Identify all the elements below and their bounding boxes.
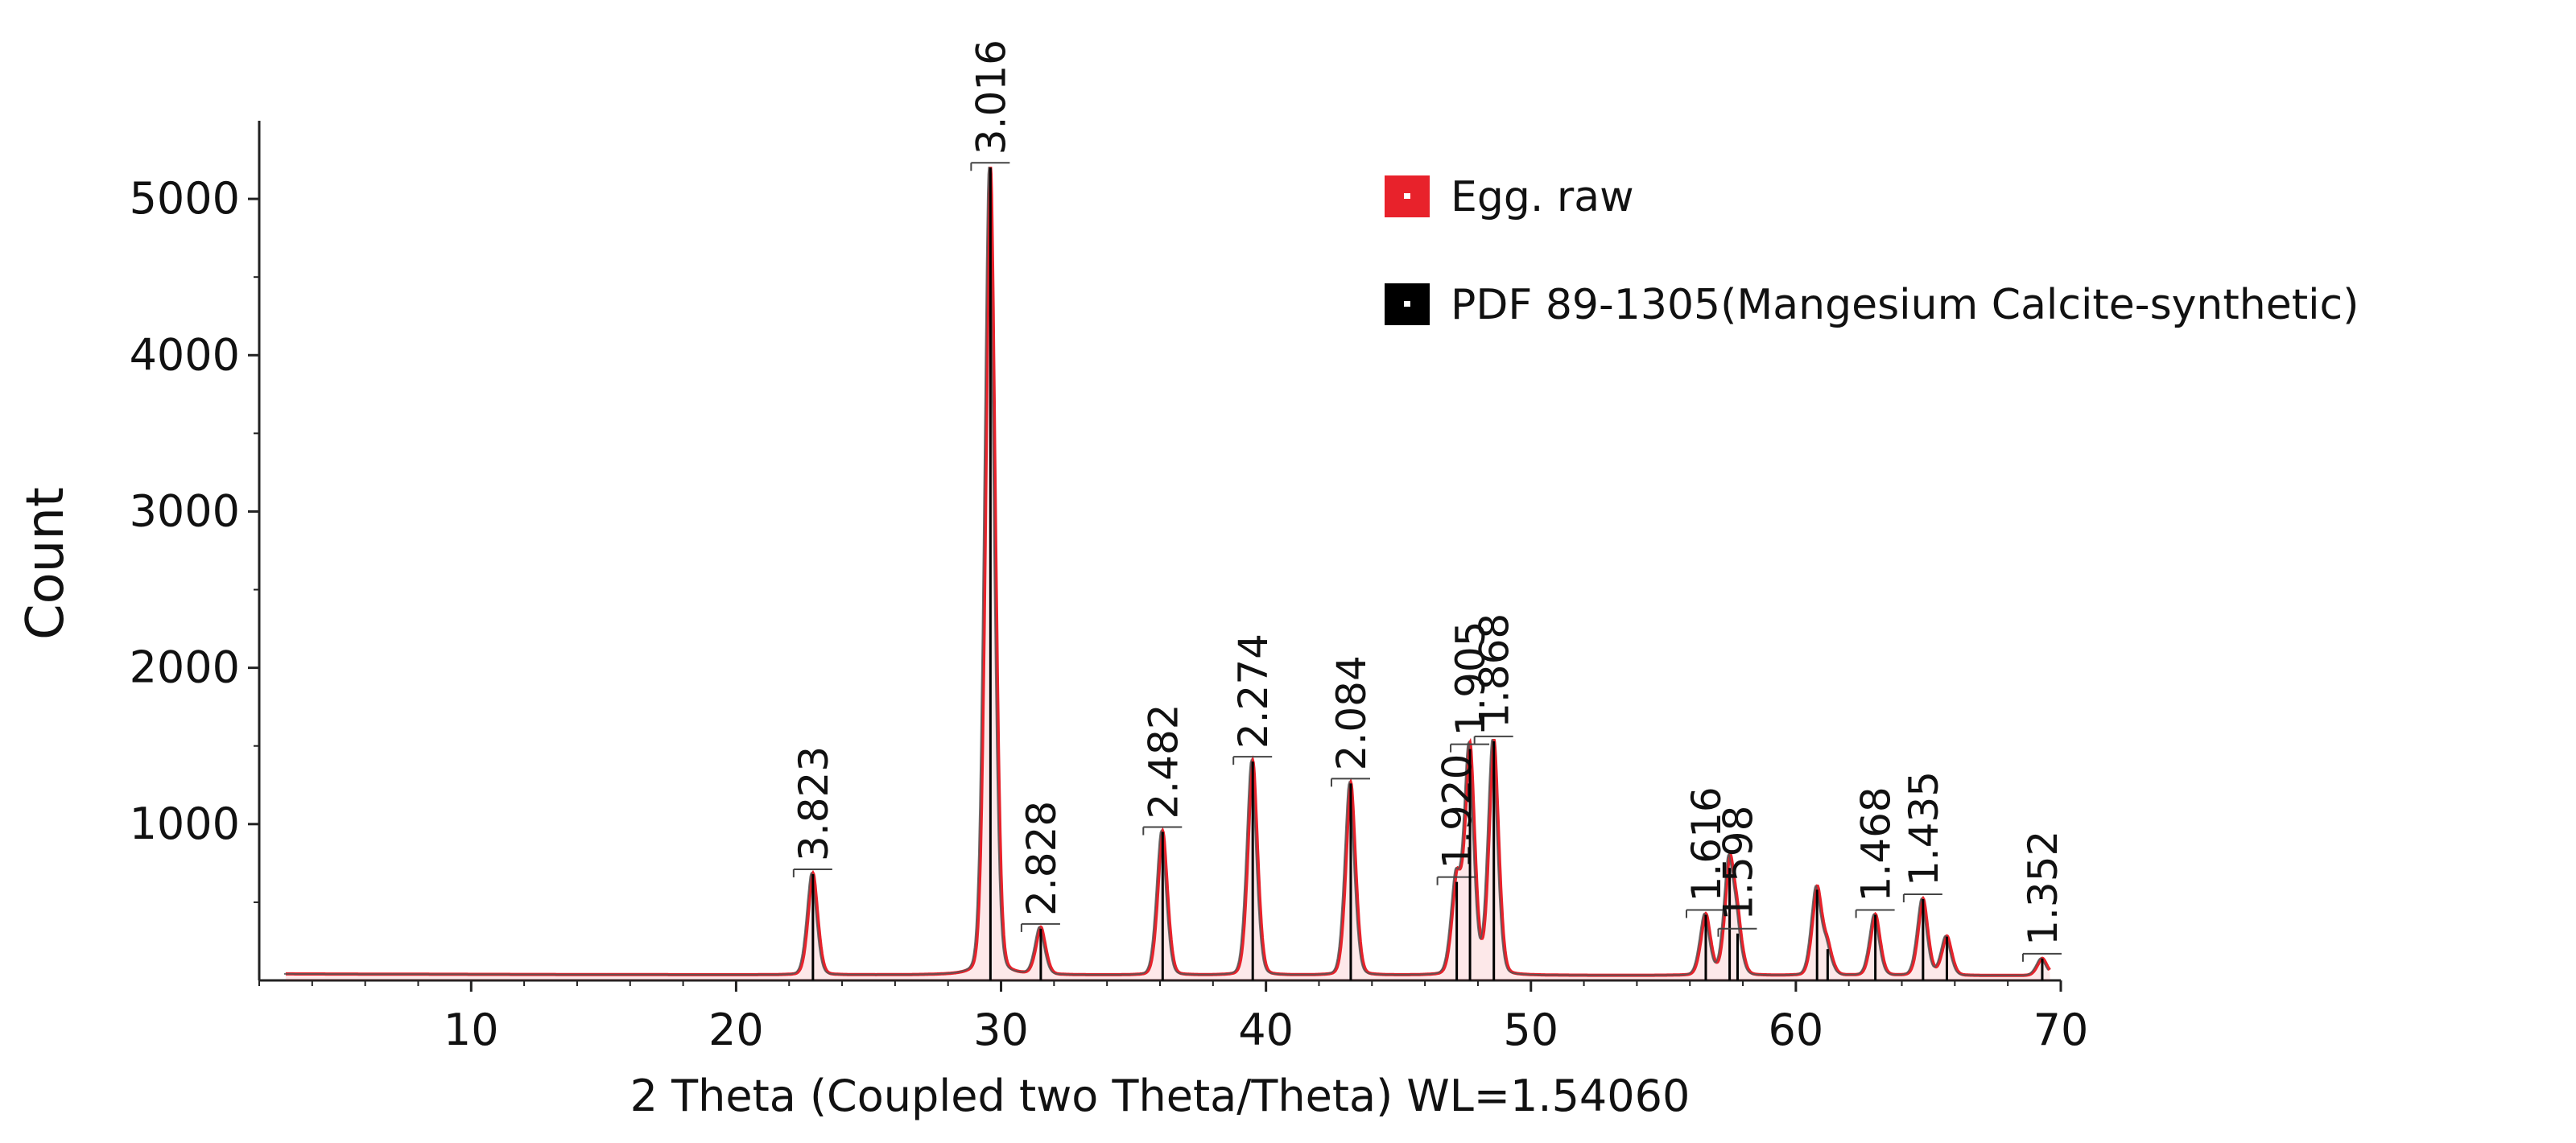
x-ticks: 10 20 30 40 50 60 70 bbox=[258, 980, 2089, 1055]
peak-label: 2.828 bbox=[1018, 801, 1065, 916]
peak-label: 2.084 bbox=[1328, 655, 1375, 770]
series-line-pdf-reference bbox=[283, 167, 2050, 976]
legend: Egg. raw PDF 89-1305(Mangesium Calcite-sy… bbox=[1385, 173, 2359, 329]
x-tick-label: 70 bbox=[2033, 1005, 2089, 1055]
peak-label: 3.823 bbox=[791, 746, 837, 861]
y-tick-label: 1000 bbox=[130, 798, 240, 849]
legend-label: Egg. raw bbox=[1451, 173, 1634, 221]
peak-label: 3.016 bbox=[968, 39, 1014, 155]
x-tick-label: 10 bbox=[444, 1005, 499, 1055]
peak-label: 1.616 bbox=[1683, 786, 1730, 902]
y-ticks: 1000 2000 3000 4000 5000 bbox=[130, 173, 259, 903]
peak-label: 1.920 bbox=[1435, 754, 1481, 869]
peak-label: 1.868 bbox=[1472, 613, 1518, 728]
peak-label: 1.598 bbox=[1715, 806, 1761, 921]
curves bbox=[283, 167, 2051, 981]
x-tick-label: 60 bbox=[1769, 1005, 1824, 1055]
peak-label: 1.468 bbox=[1853, 786, 1900, 902]
x-tick-label: 50 bbox=[1503, 1005, 1558, 1055]
axes: 10 20 30 40 50 60 70 1000 2000 3000 4000 5000 bbox=[130, 121, 2089, 1055]
x-axis-title: 2 Theta (Coupled two Theta/Theta) WL=1.5… bbox=[630, 1071, 1690, 1121]
peak-markers: 3.823 3.016 2.828 2.482 2.274 2.084 1.920 1.905… bbox=[791, 39, 2066, 980]
legend-swatch-dot bbox=[1404, 301, 1410, 307]
y-axis-title: Count bbox=[16, 487, 76, 640]
peak-label: 1.352 bbox=[2020, 831, 2066, 946]
y-tick-label: 3000 bbox=[130, 485, 240, 536]
x-tick-label: 40 bbox=[1238, 1005, 1294, 1055]
peak-label: 2.274 bbox=[1230, 633, 1277, 749]
y-tick-label: 2000 bbox=[130, 642, 240, 693]
legend-label: PDF 89-1305(Mangesium Calcite-synthetic) bbox=[1451, 281, 2359, 329]
peak-label: 1.905 bbox=[1447, 621, 1494, 736]
y-tick-label: 5000 bbox=[130, 173, 240, 224]
x-tick-label: 30 bbox=[973, 1005, 1029, 1055]
legend-swatch-dot bbox=[1404, 193, 1410, 199]
peak-label: 2.482 bbox=[1140, 704, 1187, 819]
y-tick-label: 4000 bbox=[130, 329, 240, 380]
peak-label: 1.435 bbox=[1901, 771, 1947, 886]
x-tick-label: 20 bbox=[708, 1005, 764, 1055]
